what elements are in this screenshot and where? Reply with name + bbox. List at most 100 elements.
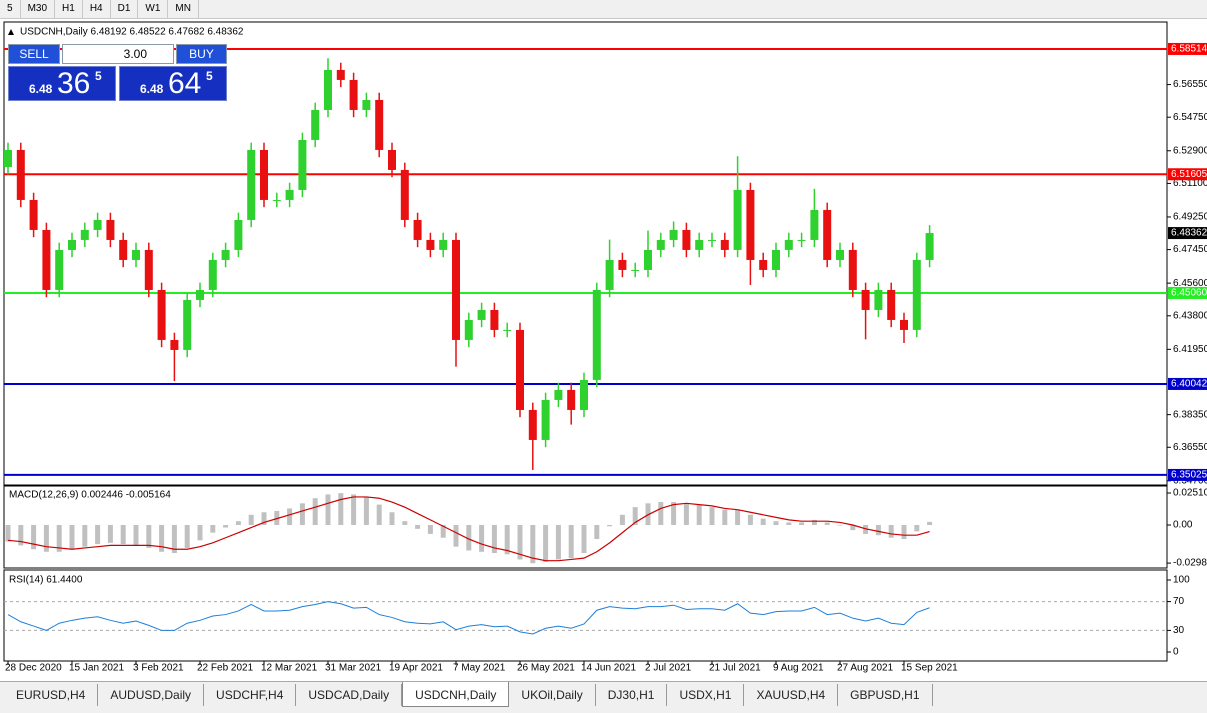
chart-tab[interactable]: XAUUSD,H4 (744, 684, 839, 706)
macd-bar (299, 503, 305, 525)
macd-bar (235, 521, 241, 525)
candle-body (772, 249, 780, 270)
bid-quote[interactable]: 6.48 36 5 (8, 66, 116, 101)
buy-button[interactable]: BUY (176, 44, 227, 64)
candle-body (298, 139, 307, 190)
candle-body (925, 233, 934, 260)
macd-bar (363, 496, 369, 525)
macd-bar (491, 524, 497, 554)
macd-bar (517, 524, 523, 560)
level-label: 6.40042 (1171, 379, 1207, 390)
candle-body (900, 319, 908, 330)
macd-bar (69, 524, 75, 550)
macd-bar (696, 504, 702, 525)
y-tick-label: 6.56550 (1173, 79, 1207, 90)
macd-bar (811, 519, 817, 525)
candle-body (477, 309, 486, 320)
macd-bar (504, 524, 510, 555)
chart-tab[interactable]: DJ30,H1 (596, 684, 668, 706)
timeframe-button[interactable]: H1 (55, 0, 83, 18)
candle-body (848, 249, 857, 290)
ask-quote[interactable]: 6.48 64 5 (119, 66, 227, 101)
candle-body (452, 239, 460, 340)
panel-frame (3, 569, 1168, 662)
candle-body (528, 409, 537, 440)
y-tick-label: 6.51100 (1173, 178, 1207, 189)
level-label-box (1168, 286, 1207, 299)
macd-bar (799, 522, 805, 525)
macd-bar (197, 524, 203, 541)
level-label-box (1168, 168, 1207, 181)
x-tick-label: 2 Jul 2021 (645, 663, 692, 674)
macd-bar (223, 524, 229, 528)
candle-body (784, 239, 793, 250)
macd-bar (184, 524, 190, 548)
y-tick-label: 6.41950 (1173, 344, 1207, 355)
macd-bar (760, 518, 766, 525)
candle-body (119, 239, 128, 260)
macd-bar (594, 524, 600, 540)
x-tick-label: 22 Feb 2021 (197, 663, 254, 674)
candle-body (272, 199, 281, 201)
lot-input[interactable]: 3.00 (62, 44, 174, 64)
timeframe-button[interactable]: 5 (0, 0, 21, 18)
candle-body (132, 249, 140, 260)
chart-tab[interactable]: USDCAD,Daily (296, 684, 403, 706)
timeframe-button[interactable]: D1 (111, 0, 139, 18)
candle-body (68, 239, 76, 250)
candle-body (746, 189, 755, 260)
candle-body (170, 339, 179, 350)
y-tick-label: -0.029883 (1173, 558, 1207, 569)
x-tick-label: 26 May 2021 (517, 663, 575, 674)
macd-bar (632, 507, 638, 525)
rsi-line (7, 601, 930, 635)
y-tick-label: 6.52900 (1173, 145, 1207, 156)
candle-body (618, 259, 627, 270)
macd-bar (325, 494, 331, 525)
candle-body (196, 289, 204, 300)
current-price-box (1168, 227, 1207, 240)
candle-body (208, 259, 217, 290)
y-tick-label: 0.025108 (1173, 488, 1207, 499)
candle-body (592, 289, 601, 380)
x-tick-label: 31 Mar 2021 (325, 663, 382, 674)
chart-tab[interactable]: UKOil,Daily (509, 684, 596, 706)
candle-body (260, 149, 268, 200)
chart-tab[interactable]: GBPUSD,H1 (838, 684, 933, 706)
candle-body (682, 229, 691, 250)
chart-tab[interactable]: EURUSD,H4 (4, 684, 99, 706)
candle-body (157, 289, 166, 340)
x-tick-label: 3 Feb 2021 (133, 663, 184, 674)
candle-body (144, 249, 153, 290)
y-tick-label: 6.38350 (1173, 409, 1207, 420)
chart-tab[interactable]: USDCNH,Daily (402, 682, 510, 707)
macd-bar (120, 524, 126, 545)
chart-tab[interactable]: USDX,H1 (667, 684, 745, 706)
macd-bar (786, 522, 792, 525)
candle-body (503, 329, 512, 331)
candle-body (234, 219, 243, 250)
chart-tab[interactable]: AUDUSD,Daily (98, 684, 205, 706)
timeframe-button[interactable]: W1 (138, 0, 169, 18)
macd-bar (863, 524, 869, 534)
chart-tab[interactable]: USDCHF,H4 (204, 684, 297, 706)
timeframe-button[interactable]: MN (168, 0, 199, 18)
sell-button[interactable]: SELL (8, 44, 60, 64)
x-tick-label: 19 Apr 2021 (389, 663, 443, 674)
timeframe-button[interactable]: H4 (83, 0, 111, 18)
x-tick-label: 27 Aug 2021 (837, 663, 894, 674)
candle-body (810, 209, 819, 240)
macd-bar (888, 524, 894, 538)
x-tick-label: 7 May 2021 (453, 663, 506, 674)
y-tick-label: 6.49250 (1173, 212, 1207, 223)
macd-bar (658, 502, 664, 525)
macd-bar (914, 524, 920, 532)
candle-body (887, 289, 896, 320)
timeframe-button[interactable]: M30 (21, 0, 56, 18)
chart-tabs: EURUSD,H4 AUDUSD,Daily USDCHF,H4 USDCAD,Dai… (0, 681, 1207, 713)
macd-bar (555, 524, 561, 560)
macd-bar (683, 503, 689, 525)
macd-bar (31, 524, 37, 550)
candle-body (823, 209, 832, 260)
y-tick-label: 6.34700 (1173, 475, 1207, 486)
